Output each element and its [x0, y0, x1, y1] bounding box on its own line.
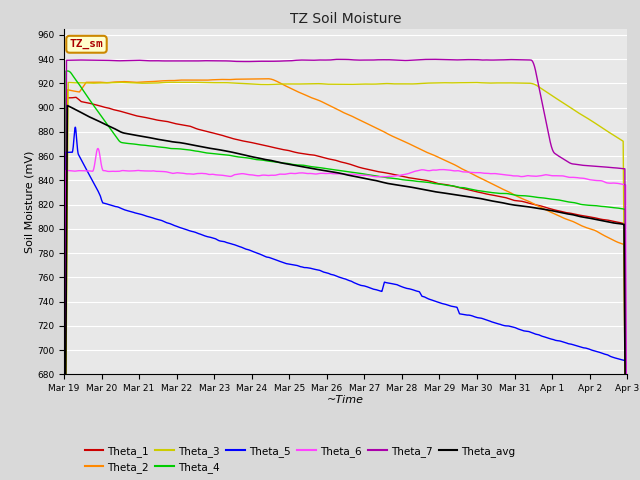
Theta_2 [422, 149, 430, 155]
Legend: Theta_1, Theta_2, Theta_3, Theta_4, Theta_5, Theta_6, Theta_7, Theta_avg: Theta_1, Theta_2, Theta_3, Theta_4, Thet… [81, 442, 520, 477]
Line: Theta_1: Theta_1 [64, 97, 627, 480]
Theta_5 [307, 265, 314, 271]
Theta_4 [311, 164, 319, 170]
Theta_7 [306, 58, 314, 63]
Theta_3 [183, 79, 191, 85]
Theta_1 [307, 152, 314, 157]
Theta_5 [422, 295, 430, 300]
Line: Theta_7: Theta_7 [64, 60, 627, 480]
Theta_7 [132, 58, 140, 63]
Title: TZ Soil Moisture: TZ Soil Moisture [290, 12, 401, 26]
Text: TZ_sm: TZ_sm [70, 39, 104, 49]
Theta_3 [311, 81, 319, 86]
X-axis label: ~Time: ~Time [327, 395, 364, 405]
Theta_1 [311, 153, 319, 158]
Theta_6 [307, 170, 314, 176]
Theta_5 [132, 210, 140, 216]
Theta_avg [311, 166, 319, 172]
Theta_avg [132, 132, 140, 138]
Theta_3 [132, 80, 140, 86]
Line: Theta_2: Theta_2 [64, 79, 627, 480]
Line: Theta_3: Theta_3 [64, 82, 627, 480]
Theta_1 [72, 95, 80, 100]
Theta_avg [63, 103, 71, 108]
Theta_4 [132, 142, 140, 147]
Theta_4 [422, 180, 430, 185]
Theta_5 [355, 282, 363, 288]
Theta_3 [355, 81, 363, 87]
Theta_6 [132, 168, 140, 173]
Theta_7 [447, 57, 454, 63]
Theta_6 [422, 168, 430, 173]
Theta_3 [422, 80, 430, 86]
Theta_avg [307, 165, 314, 171]
Line: Theta_5: Theta_5 [64, 127, 627, 480]
Theta_4 [355, 170, 363, 176]
Theta_2 [307, 94, 314, 100]
Theta_7 [355, 57, 363, 63]
Theta_6 [311, 171, 319, 177]
Line: Theta_6: Theta_6 [64, 148, 627, 480]
Theta_2 [447, 160, 454, 166]
Theta_2 [355, 117, 363, 122]
Theta_1 [447, 183, 454, 189]
Theta_4 [64, 68, 72, 74]
Theta_avg [422, 187, 430, 193]
Theta_2 [311, 96, 319, 102]
Theta_1 [355, 164, 363, 170]
Theta_6 [447, 168, 454, 173]
Line: Theta_4: Theta_4 [64, 71, 627, 480]
Theta_3 [447, 80, 454, 86]
Theta_4 [447, 183, 454, 189]
Theta_avg [355, 174, 363, 180]
Theta_1 [132, 113, 140, 119]
Y-axis label: Soil Moisture (mV): Soil Moisture (mV) [24, 150, 35, 253]
Theta_5 [311, 266, 319, 272]
Theta_6 [94, 145, 102, 151]
Theta_2 [264, 76, 271, 82]
Theta_2 [132, 80, 140, 85]
Theta_4 [307, 164, 314, 169]
Theta_5 [72, 124, 79, 130]
Theta_7 [429, 57, 437, 62]
Line: Theta_avg: Theta_avg [64, 106, 627, 480]
Theta_7 [311, 57, 319, 63]
Theta_5 [447, 303, 454, 309]
Theta_avg [447, 191, 454, 197]
Theta_1 [422, 178, 430, 183]
Theta_7 [422, 57, 429, 62]
Theta_6 [355, 172, 363, 178]
Theta_3 [307, 81, 314, 87]
